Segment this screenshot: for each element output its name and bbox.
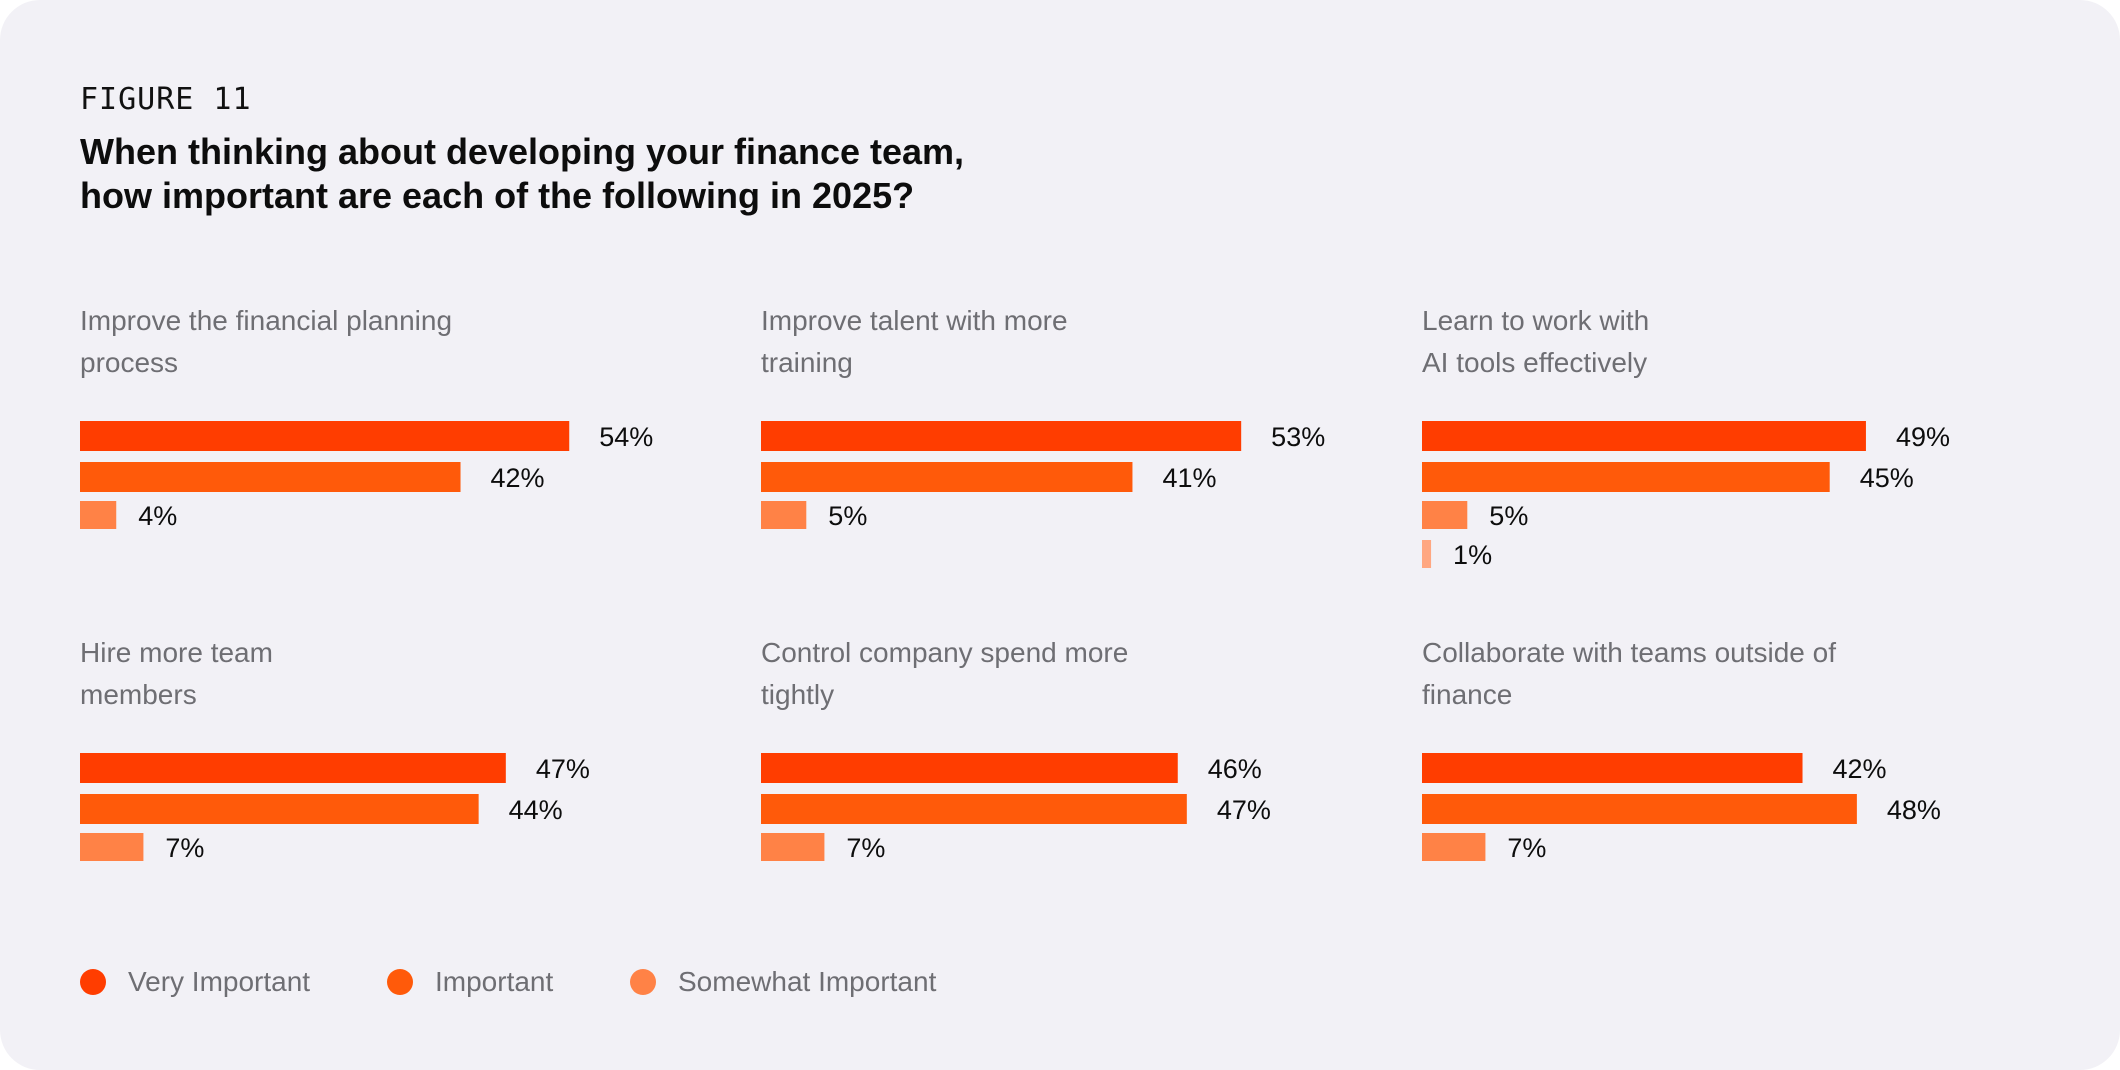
panel-label-line-1: Improve talent with more bbox=[761, 305, 1068, 336]
panel-label-line-1: Learn to work with bbox=[1422, 305, 1650, 336]
legend-swatch-important bbox=[387, 969, 413, 995]
bar-value-label: 1% bbox=[1453, 540, 1492, 570]
bar-value-label: 46% bbox=[1208, 754, 1262, 784]
panel-label-line-1: Control company spend more bbox=[761, 637, 1129, 668]
legend-swatch-very-important bbox=[80, 969, 106, 995]
panel-5: Control company spend more tightly 46% 47… bbox=[761, 632, 1401, 932]
legend-item-very-important: Very Important bbox=[80, 962, 310, 1002]
bar-somewhat-important bbox=[1422, 833, 1486, 861]
panel-label-line-1: Improve the financial planning bbox=[80, 305, 453, 336]
panel-bars: 47% 44% 7% bbox=[80, 753, 590, 863]
bar-value-label: 47% bbox=[1217, 795, 1271, 825]
bar-somewhat-important bbox=[761, 833, 825, 861]
bar-very-important bbox=[80, 753, 506, 783]
bar-value-label: 7% bbox=[1507, 833, 1546, 863]
bar-important bbox=[761, 794, 1187, 824]
bar-value-label: 4% bbox=[138, 501, 177, 531]
panel-label: Improve talent with more training bbox=[761, 300, 1221, 384]
panel-label: Control company spend more tightly bbox=[761, 632, 1221, 716]
panel-label-line-1: Collaborate with teams outside of bbox=[1422, 637, 1836, 668]
bar-other bbox=[1422, 540, 1432, 568]
bar-value-label: 42% bbox=[491, 463, 545, 493]
chart-title: When thinking about developing your fina… bbox=[80, 130, 1180, 218]
bar-very-important bbox=[80, 421, 570, 451]
bar-important bbox=[1422, 794, 1857, 824]
bar-value-label: 44% bbox=[509, 795, 563, 825]
legend-label-somewhat-important: Somewhat Important bbox=[678, 966, 937, 997]
bar-somewhat-important bbox=[761, 501, 807, 529]
panel-label-line-2: process bbox=[80, 347, 179, 378]
bar-value-label: 7% bbox=[165, 833, 204, 863]
bar-somewhat-important bbox=[80, 833, 144, 861]
panel-label-line-2: AI tools effectively bbox=[1422, 347, 1648, 378]
bar-value-label: 7% bbox=[846, 833, 885, 863]
bar-very-important bbox=[1422, 421, 1866, 451]
chart-title-line-2: how important are each of the following … bbox=[80, 175, 915, 216]
panel-2: Improve talent with more training 53% 41%… bbox=[761, 300, 1401, 600]
panel-6: Collaborate with teams outside of financ… bbox=[1422, 632, 2062, 932]
bar-very-important bbox=[1422, 753, 1803, 783]
panel-label: Improve the financial planning process bbox=[80, 300, 540, 384]
panel-label-line-2: tightly bbox=[761, 679, 835, 710]
panel-label: Hire more team members bbox=[80, 632, 540, 716]
bar-value-label: 42% bbox=[1833, 754, 1887, 784]
panel-bars: 53% 41% 5% bbox=[761, 421, 1325, 531]
bar-value-label: 5% bbox=[1489, 501, 1528, 531]
bar-very-important bbox=[761, 421, 1242, 451]
bar-value-label: 48% bbox=[1887, 795, 1941, 825]
bar-somewhat-important bbox=[80, 501, 117, 529]
panel-1: Improve the financial planning process 5… bbox=[80, 300, 720, 600]
bar-value-label: 53% bbox=[1271, 422, 1325, 452]
chart-title-line-1: When thinking about developing your fina… bbox=[80, 131, 965, 172]
legend-label-very-important: Very Important bbox=[128, 966, 311, 997]
panel-4: Hire more team members 47% 44% 7% bbox=[80, 632, 720, 932]
panel-bars: 49% 45% 5% 1% bbox=[1422, 421, 1950, 570]
figure-label: FIGURE 11 bbox=[80, 82, 252, 117]
bar-value-label: 41% bbox=[1162, 463, 1216, 493]
legend-swatch-somewhat-important bbox=[630, 969, 656, 995]
bar-somewhat-important bbox=[1422, 501, 1468, 529]
bar-important bbox=[80, 462, 461, 492]
bar-important bbox=[1422, 462, 1830, 492]
bar-value-label: 5% bbox=[828, 501, 867, 531]
bar-important bbox=[761, 462, 1133, 492]
legend-label-important: Important bbox=[435, 966, 554, 997]
legend-item-somewhat-important: Somewhat Important bbox=[630, 962, 936, 1002]
bar-value-label: 47% bbox=[536, 754, 590, 784]
bar-important bbox=[80, 794, 479, 824]
bar-value-label: 45% bbox=[1860, 463, 1914, 493]
panel-label: Collaborate with teams outside of financ… bbox=[1422, 632, 1882, 716]
panel-bars: 54% 42% 4% bbox=[80, 421, 653, 531]
bar-value-label: 49% bbox=[1896, 422, 1950, 452]
panel-label-line-2: members bbox=[80, 679, 197, 710]
bar-very-important bbox=[761, 753, 1178, 783]
panel-label-line-1: Hire more team bbox=[80, 637, 273, 668]
bar-value-label: 54% bbox=[599, 422, 653, 452]
panel-label-line-2: training bbox=[761, 347, 853, 378]
legend-item-important: Important bbox=[387, 962, 553, 1002]
panel-bars: 42%48% 7% bbox=[1422, 753, 1941, 863]
panel-label-line-2: finance bbox=[1422, 679, 1513, 710]
panel-bars: 46% 47% 7% bbox=[761, 753, 1271, 863]
panel-label: Learn to work with AI tools effectively bbox=[1422, 300, 1882, 384]
panel-3: Learn to work with AI tools effectively … bbox=[1422, 300, 2062, 600]
